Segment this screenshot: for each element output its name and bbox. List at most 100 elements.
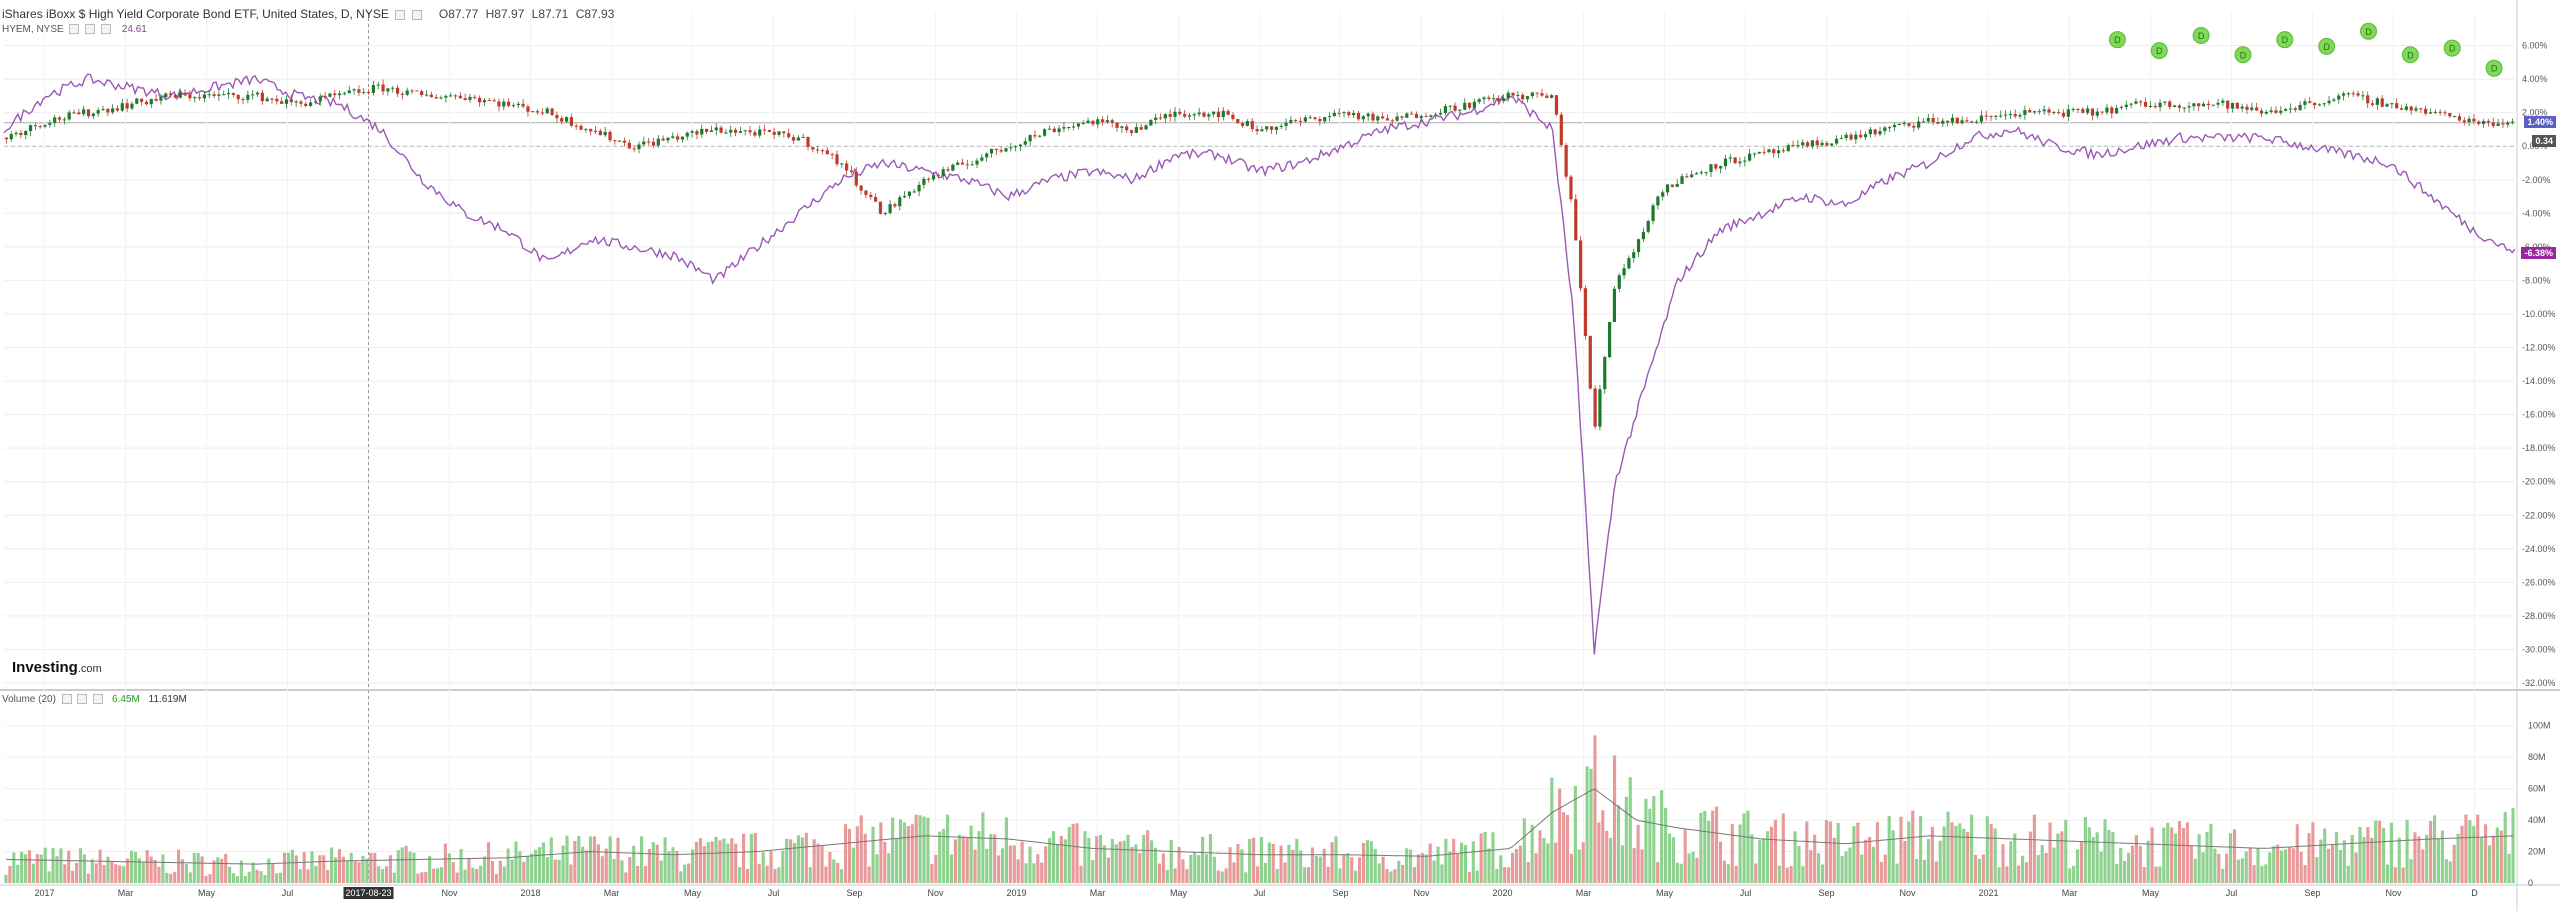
series-title[interactable]: iShares iBoxx $ High Yield Corporate Bon… (2, 7, 389, 21)
candle-body (1453, 105, 1457, 111)
settings-icon[interactable] (69, 24, 80, 35)
close-icon[interactable] (85, 24, 96, 35)
volume-bar (2381, 827, 2386, 883)
candle-body (1984, 115, 1988, 117)
hide-icon[interactable] (101, 24, 112, 35)
candle (1723, 154, 1728, 170)
volume-bar (565, 835, 569, 883)
volume-bar (1432, 860, 1436, 883)
candle-body (2211, 104, 2215, 106)
close-icon[interactable] (411, 9, 422, 20)
candle (791, 134, 796, 144)
volume-bar (2499, 830, 2503, 883)
volume-bar (396, 850, 400, 883)
candle-body (2510, 121, 2515, 123)
hide-icon[interactable] (93, 694, 104, 705)
volume-bar (883, 841, 887, 883)
candle (1820, 139, 1824, 148)
candle-body (1979, 115, 1984, 122)
candle-body (318, 96, 322, 102)
volume-bar (2495, 827, 2499, 883)
candle (1525, 95, 1530, 103)
candle (898, 195, 902, 211)
volume-bar (208, 874, 212, 883)
volume-bar (639, 836, 644, 883)
candle (676, 133, 680, 143)
candle (1274, 125, 1279, 135)
volume-bar (1102, 845, 1107, 883)
volume-bar (2409, 859, 2413, 883)
candle (1062, 122, 1066, 133)
volume-bar (184, 863, 189, 883)
close-icon[interactable] (77, 694, 88, 705)
candle (2375, 97, 2379, 110)
candle (1665, 183, 1670, 197)
candle (2341, 91, 2346, 101)
compare-label[interactable]: HYEM, NYSE (2, 24, 64, 35)
volume-bar (1397, 860, 1401, 883)
candle-body (690, 131, 694, 133)
volume-bar (1934, 861, 1938, 883)
settings-icon[interactable] (61, 694, 72, 705)
candle-body (772, 131, 776, 135)
volume-bar (1518, 845, 1522, 883)
candle (183, 89, 187, 97)
volume-bar (1954, 825, 1958, 883)
volume-bar (2264, 864, 2268, 883)
volume-bar (2429, 821, 2433, 883)
candle (748, 125, 752, 136)
candle (1463, 98, 1467, 111)
candle (2482, 119, 2486, 128)
candle (502, 98, 506, 111)
candle-body (845, 163, 849, 171)
dividend-marker: D (2276, 31, 2294, 49)
candle-body (1028, 135, 1032, 142)
candle (1434, 112, 1438, 119)
candle-body (1680, 176, 1684, 184)
candle-body (2370, 103, 2375, 105)
volume-bar (824, 866, 828, 883)
candle-body (2346, 93, 2351, 95)
candle-body (2129, 103, 2133, 105)
settings-icon[interactable] (395, 9, 406, 20)
candle (1999, 110, 2003, 118)
x-tick-label: 2018 (520, 888, 540, 898)
candle-body (719, 127, 723, 133)
volume-bar (1660, 790, 1664, 883)
volume-bar (2189, 845, 2193, 883)
candle (714, 123, 718, 136)
volume-bar (435, 868, 440, 883)
volume-bar (2413, 832, 2417, 883)
volume-bar (832, 859, 836, 883)
candle (2366, 91, 2370, 109)
candle (1342, 111, 1346, 118)
volume-bar (914, 814, 918, 883)
candle (144, 99, 149, 106)
candle-body (1670, 184, 1674, 187)
volume-label[interactable]: Volume (20) (2, 694, 56, 705)
candle-body (2240, 106, 2244, 109)
candle (2240, 103, 2244, 112)
volume-bar (302, 851, 306, 883)
candle-body (685, 132, 689, 137)
candle (1424, 112, 1428, 118)
candle (1014, 145, 1018, 152)
candle (806, 136, 810, 151)
candle (507, 98, 511, 108)
candle-body (1139, 127, 1143, 130)
volume-bar (228, 866, 232, 883)
candle-body (1579, 240, 1583, 289)
candle-body (2177, 105, 2181, 108)
volume-bar (2511, 808, 2515, 883)
candle (178, 88, 182, 99)
volume-bar (353, 861, 357, 883)
volume-value: 6.45M (112, 694, 140, 705)
x-tick-label: Sep (1818, 888, 1834, 898)
candle-body (1395, 116, 1399, 121)
volume-bar (2083, 817, 2087, 883)
volume-bar (2240, 858, 2244, 883)
volume-bar (39, 854, 43, 883)
candle (1506, 90, 1510, 102)
candle-body (1260, 129, 1264, 132)
